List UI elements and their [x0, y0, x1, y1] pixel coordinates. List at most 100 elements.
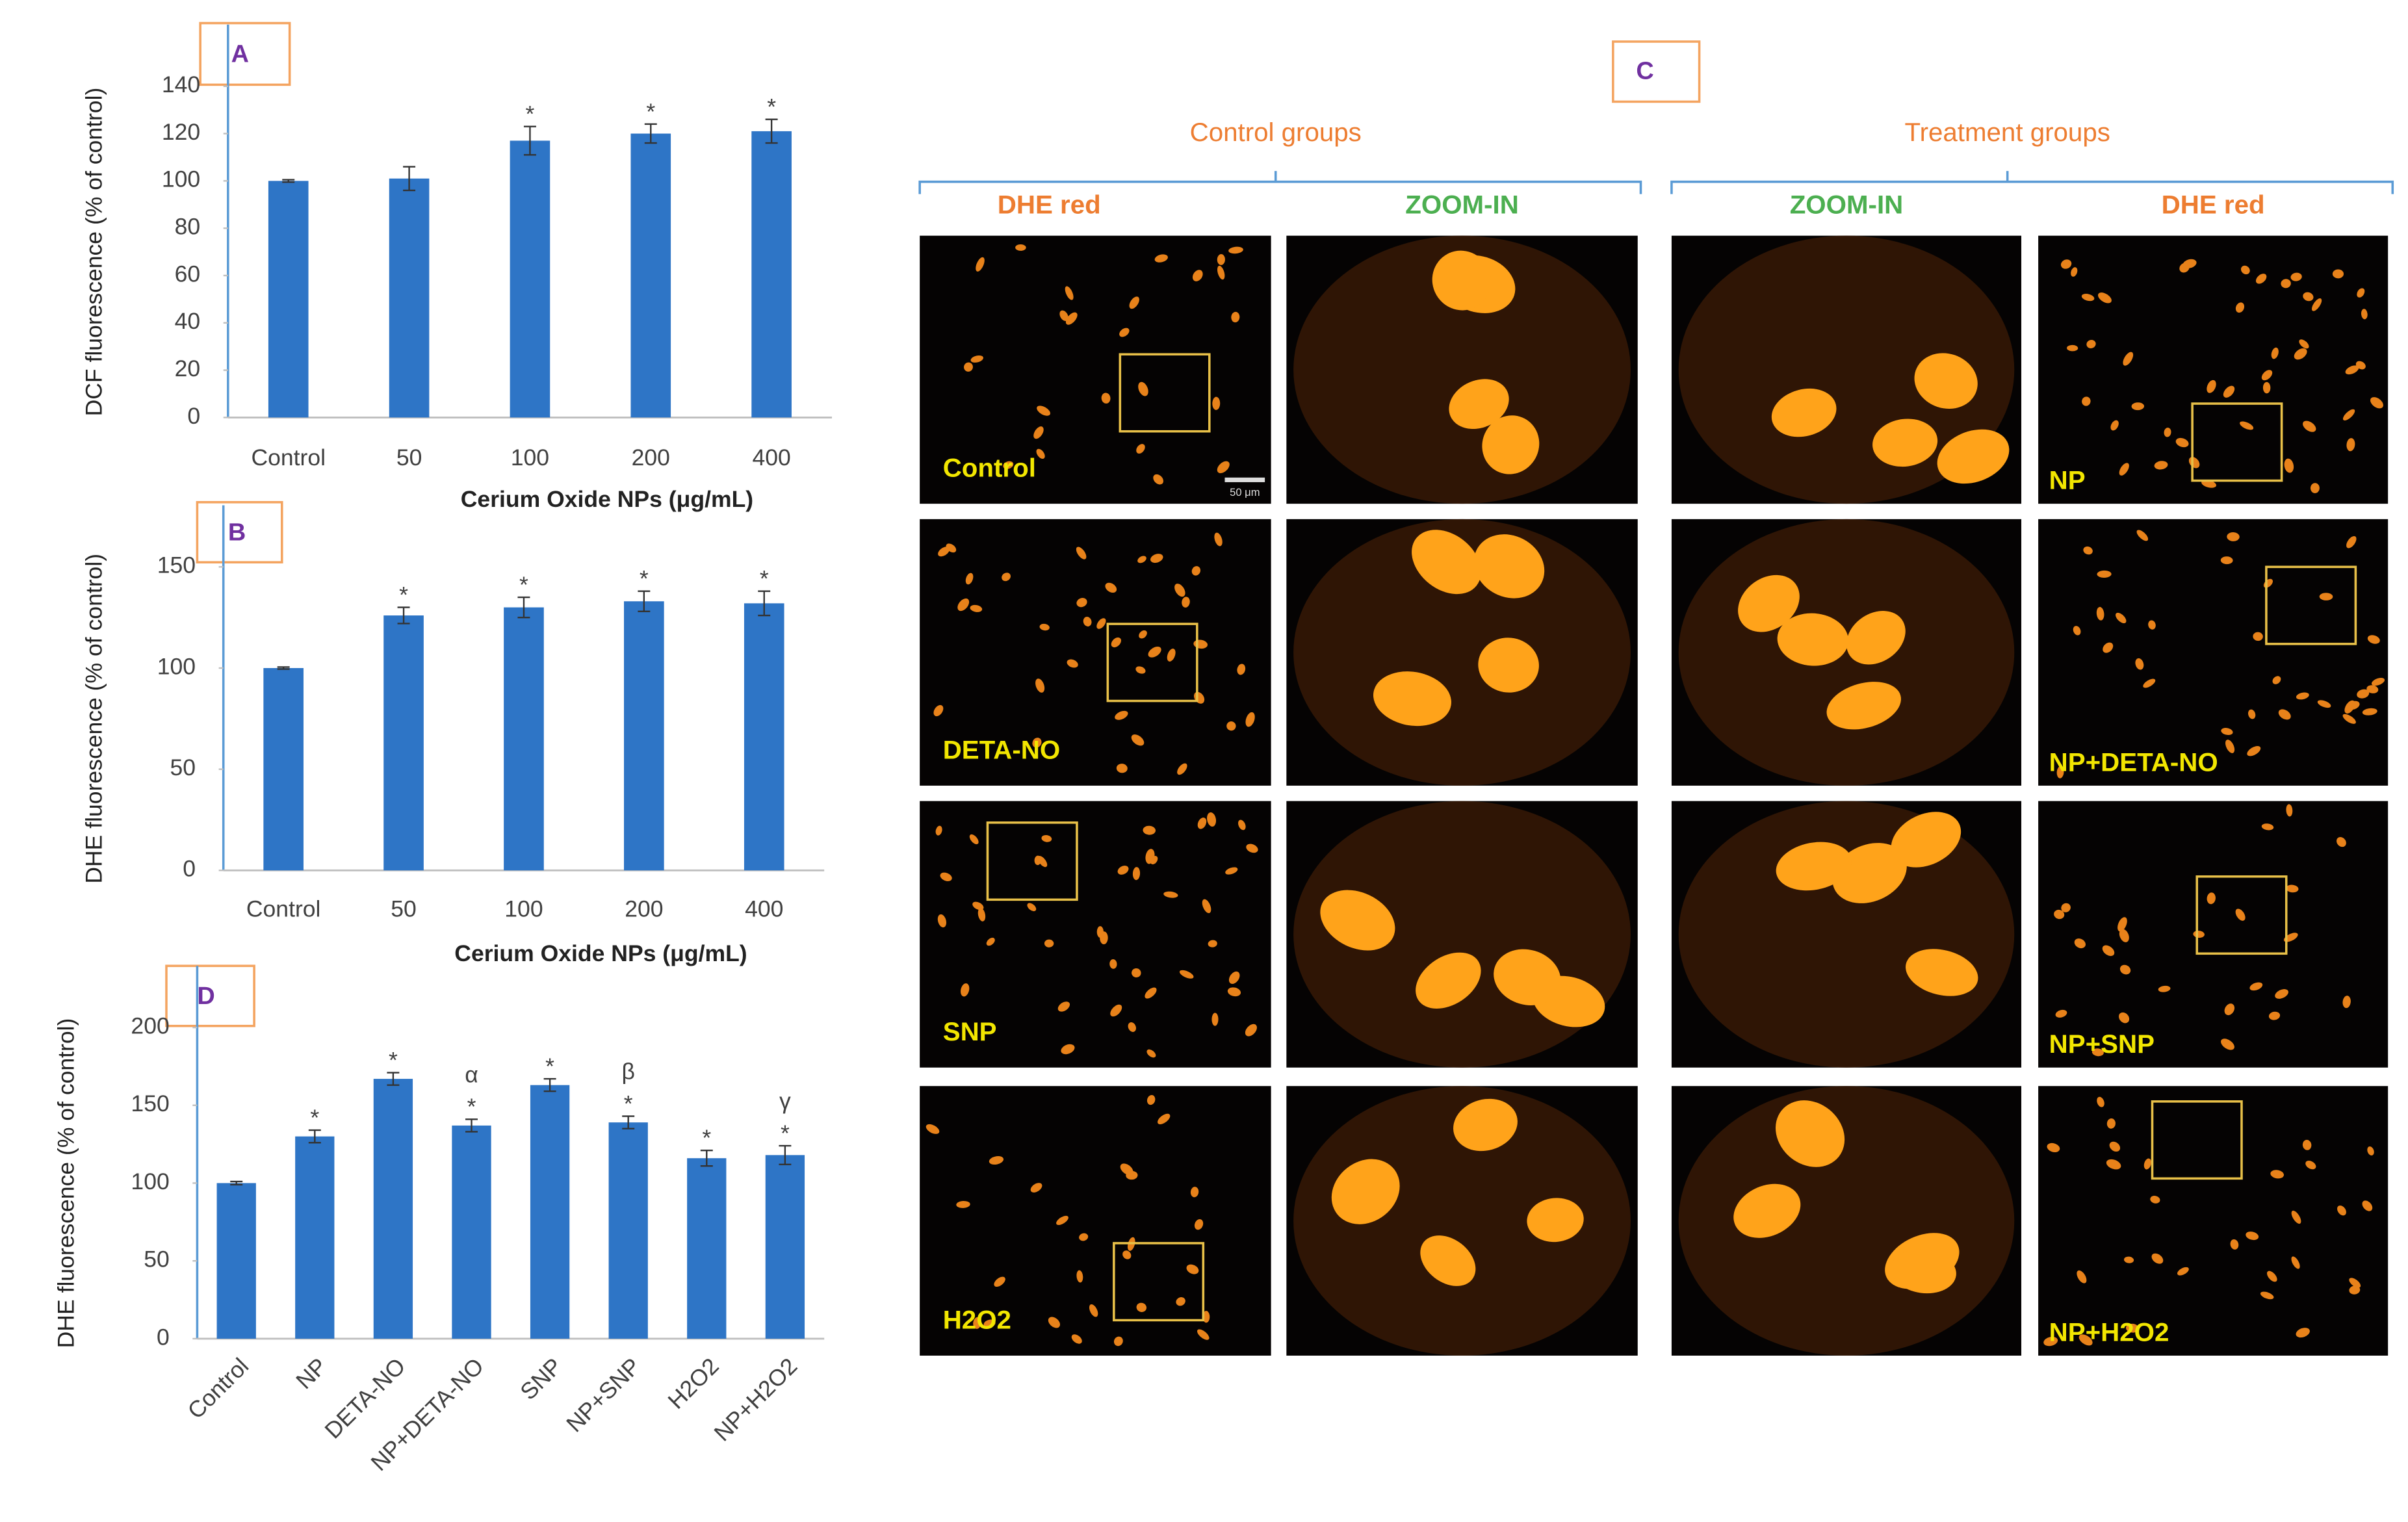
nucleus	[1177, 763, 1187, 775]
bar	[765, 1155, 805, 1339]
nucleus	[2281, 279, 2291, 289]
nucleus	[1120, 1163, 1133, 1176]
row-label: NP+DETA-NO	[2049, 747, 2218, 777]
nucleus	[2366, 685, 2379, 693]
nucleus	[2177, 1267, 2189, 1276]
nucleus	[2240, 265, 2250, 275]
nucleus	[1846, 611, 1906, 665]
nucleus	[1076, 547, 1087, 560]
nucleus	[1891, 1249, 1956, 1294]
significance-marker: *	[399, 582, 408, 608]
x-tick-label: 400	[745, 896, 783, 922]
nucleus	[2056, 766, 2064, 779]
nucleus	[1153, 474, 1163, 485]
error-bar	[282, 179, 295, 183]
nucleus	[1192, 270, 1203, 281]
nucleus	[2319, 593, 2333, 600]
zoom-box	[2191, 402, 2283, 482]
significance-marker: *	[702, 1125, 711, 1151]
x-tick-label: SNP	[515, 1353, 567, 1405]
error-bar	[638, 590, 651, 612]
nucleus	[1030, 1183, 1042, 1193]
nucleus	[1032, 738, 1042, 748]
nucleus	[1227, 987, 1241, 997]
nucleus	[977, 908, 986, 922]
panel-label: C	[1636, 57, 1653, 84]
nucleus	[2067, 344, 2078, 352]
nucleus	[2332, 269, 2344, 279]
significance-marker: *	[767, 94, 776, 120]
nucleus	[1146, 1094, 1156, 1105]
nucleus	[2207, 892, 2216, 905]
nucleus	[2260, 1291, 2274, 1300]
nucleus	[2317, 700, 2331, 708]
nucleus	[1738, 574, 1800, 632]
nucleus	[1494, 949, 1561, 1005]
nucleus	[2073, 626, 2081, 636]
nucleus	[1914, 353, 1978, 409]
nucleus	[2143, 678, 2156, 688]
nucleus	[1138, 381, 1148, 396]
nucleus	[926, 1124, 940, 1134]
nucleus	[2294, 348, 2307, 360]
nucleus	[1057, 1001, 1070, 1012]
micrograph	[2038, 519, 2389, 786]
nucleus	[2151, 1253, 2164, 1264]
nucleus	[1420, 1235, 1476, 1286]
nucleus	[2235, 302, 2245, 313]
nucleus	[2221, 728, 2233, 736]
nucleus	[2291, 1256, 2300, 1269]
nucleus	[1083, 617, 1092, 626]
nucleus	[1163, 891, 1178, 898]
nucleus	[2096, 606, 2104, 621]
cell-body	[1678, 1086, 2015, 1356]
nucleus	[1182, 597, 1190, 608]
nucleus	[2284, 458, 2294, 473]
nucleus	[2110, 420, 2119, 431]
nucleus	[2077, 1270, 2087, 1283]
nucleus	[2286, 804, 2293, 817]
x-axis-title: Cerium Oxide NPs (μg/mL)	[461, 486, 753, 512]
nucleus	[2268, 1011, 2281, 1020]
row-label: SNP	[943, 1017, 997, 1046]
error-bar	[403, 166, 416, 192]
y-tick-label: 80	[175, 214, 201, 240]
scale-bar-label: 50 μm	[1230, 486, 1260, 498]
panel-label-box	[1612, 40, 1701, 103]
error-bar	[758, 590, 771, 617]
y-tick-label: 50	[170, 755, 196, 780]
nucleus	[2291, 1210, 2301, 1224]
micrograph	[2038, 801, 2389, 1068]
x-tick-label: 50	[396, 445, 422, 471]
nucleus	[937, 914, 947, 928]
micrograph	[2038, 235, 2389, 504]
nucleus	[2371, 678, 2385, 686]
nucleus	[1150, 554, 1163, 563]
nucleus	[1135, 666, 1146, 674]
nucleus	[2278, 709, 2291, 720]
nucleus	[989, 1155, 1004, 1165]
nucleus	[2346, 438, 2355, 452]
nucleus	[1076, 598, 1087, 608]
nucleus	[1906, 949, 1978, 996]
nucleus	[2253, 632, 2263, 641]
nucleus	[2061, 903, 2071, 912]
nucleus	[1191, 566, 1201, 576]
nucleus	[2091, 1048, 2104, 1057]
x-tick-label: Control	[183, 1353, 253, 1424]
nucleus	[2296, 1328, 2310, 1338]
nucleus	[1048, 1317, 1061, 1328]
bar	[608, 1122, 648, 1339]
x-tick-label: NP+SNP	[562, 1353, 646, 1438]
nucleus	[1226, 721, 1236, 731]
nucleus	[1167, 649, 1176, 662]
nucleus	[1179, 970, 1194, 979]
nucleus	[1136, 444, 1145, 454]
error-bar	[523, 125, 536, 156]
nucleus	[2125, 1323, 2139, 1333]
nucleus	[2310, 483, 2320, 493]
group-title: Control groups	[1190, 118, 1362, 147]
bar	[383, 615, 424, 871]
